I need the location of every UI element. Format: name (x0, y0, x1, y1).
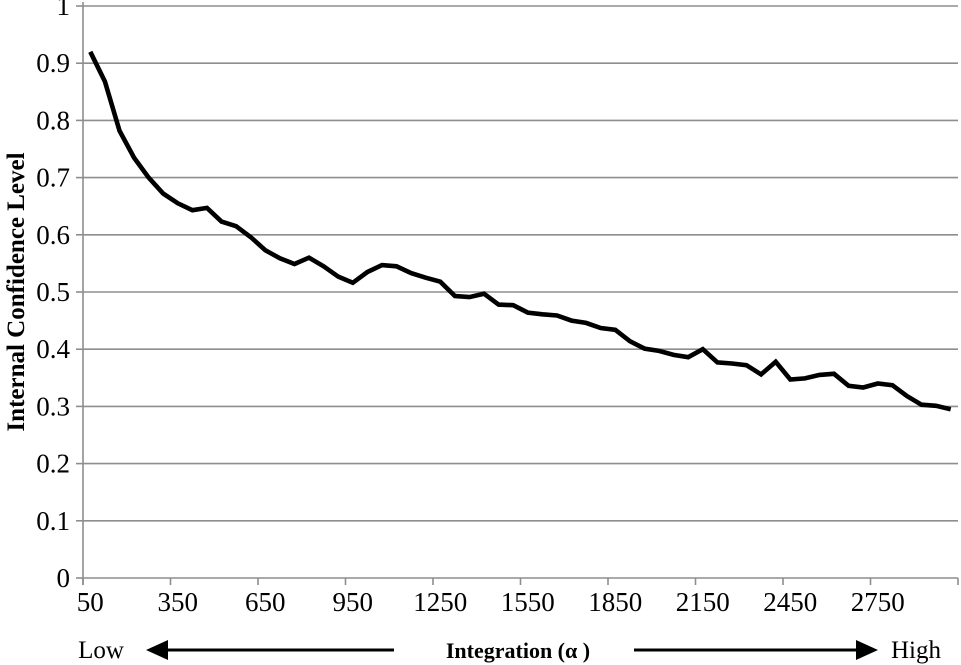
right-arrow-icon (634, 640, 878, 660)
y-tick-label: 0.3 (36, 391, 70, 421)
x-tick-label: 350 (158, 587, 199, 617)
data-series (88, 50, 952, 412)
y-tick-label: 0.2 (36, 449, 70, 479)
y-tick-label: 0 (57, 563, 71, 593)
left-arrow-icon (146, 640, 394, 660)
x-tick-label: 650 (245, 587, 286, 617)
x-tick-label: 1850 (588, 587, 642, 617)
x-tick-label: 1550 (501, 587, 555, 617)
x-tick-label: 2750 (851, 587, 905, 617)
x-axis-high-label: High (891, 637, 942, 664)
gridlines (83, 5, 958, 579)
x-tick-label: 2450 (763, 587, 817, 617)
x-tick-label: 1250 (413, 587, 467, 617)
y-tick-label: 1 (57, 0, 71, 21)
y-tick-label: 0.9 (36, 48, 70, 78)
x-axis-low-label: Low (78, 637, 124, 664)
y-tick-label: 0.5 (36, 277, 70, 307)
y-tick-label: 0.6 (36, 220, 70, 250)
y-tick-label: 0.7 (36, 163, 70, 193)
y-axis-title: Internal Confidence Level (3, 152, 30, 431)
y-tick-label: 0.1 (36, 506, 70, 536)
x-axis-title: Integration (α ) (446, 638, 590, 663)
x-tick-label: 950 (333, 587, 374, 617)
x-tick-label: 50 (77, 587, 104, 617)
data-line-series (88, 50, 952, 412)
tick-labels: 0 0.1 0.2 0.3 0.4 0.5 0.6 0.7 0.8 0.9 1 50 350 650 950… (36, 0, 905, 617)
x-tick-label: 2150 (676, 587, 730, 617)
y-tick-label: 0.8 (36, 105, 70, 135)
axes (76, 2, 959, 585)
y-tick-label: 0.4 (36, 334, 70, 364)
